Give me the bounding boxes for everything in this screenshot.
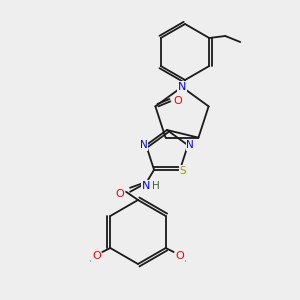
Text: O: O [175,251,184,261]
Text: O: O [92,251,101,261]
Text: S: S [180,166,186,176]
Text: H: H [152,181,160,191]
Text: N: N [178,82,186,92]
Text: N: N [142,181,150,191]
Text: N: N [140,140,148,150]
Text: O: O [116,189,124,199]
Text: O: O [173,96,182,106]
Text: N: N [186,140,194,150]
